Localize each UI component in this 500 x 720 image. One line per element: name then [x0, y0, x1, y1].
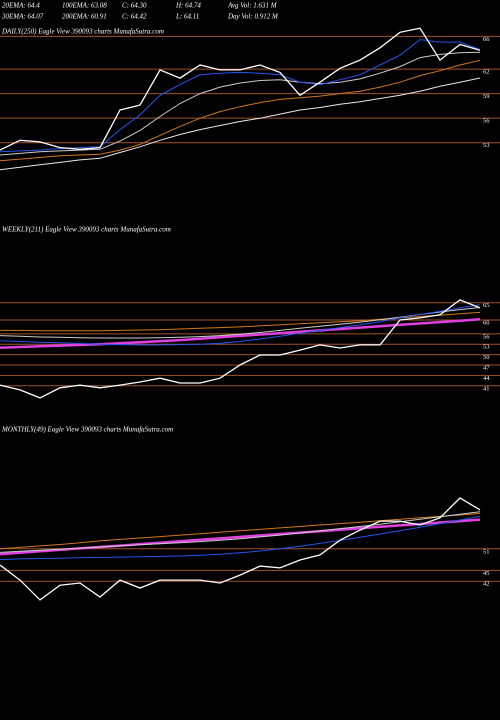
panel-title: WEEKLY(211) Eagle View 390093 charts Mun…	[2, 226, 171, 234]
y-tick-label: 51	[483, 548, 490, 555]
panel-title: DAILY(250) Eagle View 390093 charts Muna…	[1, 28, 164, 36]
price-line	[0, 515, 481, 561]
header-stat: C: 64.42	[122, 13, 147, 21]
header-stat: H: 64.74	[175, 2, 201, 10]
y-tick-label: 66	[483, 36, 490, 43]
header-stat: Day Vol: 0.912 M	[227, 13, 279, 21]
y-tick-label: 65	[483, 302, 490, 309]
y-tick-label: 53	[483, 142, 490, 149]
panel-title: MONTHLY(49) Eagle View 390093 charts Mun…	[1, 426, 173, 434]
y-tick-label: 50	[483, 354, 490, 361]
price-line	[0, 318, 481, 349]
price-line	[0, 513, 481, 550]
y-tick-label: 41	[483, 385, 490, 392]
price-line	[0, 311, 481, 332]
header-stat: 20EMA: 64.4	[2, 2, 40, 10]
price-line	[0, 307, 481, 339]
header-stat: C: 64.30	[122, 2, 147, 10]
header-stat: 30EMA: 64.07	[1, 13, 44, 21]
y-tick-label: 56	[483, 118, 490, 125]
y-tick-label: 47	[483, 364, 490, 371]
header-stat: L: 64.11	[175, 13, 199, 21]
price-line	[0, 39, 481, 153]
header-stat: Avg Vol: 1.631 M	[227, 2, 278, 10]
price-line	[0, 497, 481, 601]
y-tick-label: 42	[483, 581, 490, 588]
price-line	[0, 511, 481, 553]
price-line	[0, 59, 481, 162]
price-line	[0, 27, 481, 151]
y-tick-label: 45	[483, 570, 490, 577]
price-line	[0, 299, 481, 399]
header-stat: 100EMA: 63.08	[62, 2, 107, 10]
y-tick-label: 53	[483, 344, 490, 351]
price-line	[0, 304, 481, 346]
y-tick-label: 60	[483, 319, 490, 326]
y-tick-label: 56	[483, 333, 490, 340]
header-stat: 200EMA: 60.91	[62, 13, 107, 21]
price-line	[0, 51, 481, 156]
price-line	[0, 77, 481, 171]
y-tick-label: 59	[483, 93, 490, 100]
y-tick-label: 44	[483, 375, 490, 382]
y-tick-label: 62	[483, 69, 490, 76]
